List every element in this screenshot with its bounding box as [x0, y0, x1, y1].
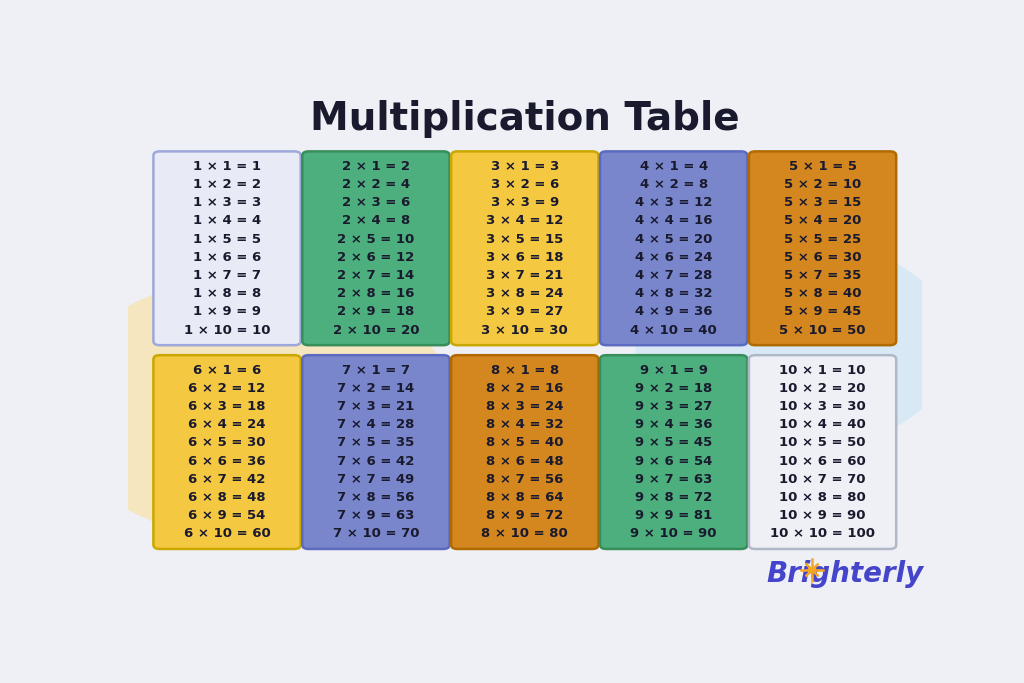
- FancyBboxPatch shape: [749, 355, 896, 549]
- FancyBboxPatch shape: [600, 152, 748, 345]
- Text: 10 × 1 = 10
10 × 2 = 20
10 × 3 = 30
10 × 4 = 40
10 × 5 = 50
10 × 6 = 60
10 × 7 =: 10 × 1 = 10 10 × 2 = 20 10 × 3 = 30 10 ×…: [770, 363, 876, 540]
- Text: 6 × 1 = 6
6 × 2 = 12
6 × 3 = 18
6 × 4 = 24
6 × 5 = 30
6 × 6 = 36
6 × 7 = 42
6 × : 6 × 1 = 6 6 × 2 = 12 6 × 3 = 18 6 × 4 = …: [183, 363, 270, 540]
- FancyBboxPatch shape: [452, 355, 598, 549]
- Text: 9 × 1 = 9
9 × 2 = 18
9 × 3 = 27
9 × 4 = 36
9 × 5 = 45
9 × 6 = 54
9 × 7 = 63
9 × : 9 × 1 = 9 9 × 2 = 18 9 × 3 = 27 9 × 4 = …: [631, 363, 717, 540]
- FancyBboxPatch shape: [452, 152, 598, 345]
- Circle shape: [808, 568, 816, 572]
- Text: 4 × 1 = 4
4 × 2 = 8
4 × 3 = 12
4 × 4 = 16
4 × 5 = 20
4 × 6 = 24
4 × 7 = 28
4 × 8: 4 × 1 = 4 4 × 2 = 8 4 × 3 = 12 4 × 4 = 1…: [631, 160, 717, 337]
- FancyBboxPatch shape: [749, 152, 896, 345]
- FancyBboxPatch shape: [302, 152, 450, 345]
- Text: 3 × 1 = 3
3 × 2 = 6
3 × 3 = 9
3 × 4 = 12
3 × 5 = 15
3 × 6 = 18
3 × 7 = 21
3 × 8 : 3 × 1 = 3 3 × 2 = 6 3 × 3 = 9 3 × 4 = 12…: [481, 160, 568, 337]
- Circle shape: [636, 240, 953, 450]
- Text: 7 × 1 = 7
7 × 2 = 14
7 × 3 = 21
7 × 4 = 28
7 × 5 = 35
7 × 6 = 42
7 × 7 = 49
7 × : 7 × 1 = 7 7 × 2 = 14 7 × 3 = 21 7 × 4 = …: [333, 363, 419, 540]
- FancyBboxPatch shape: [600, 355, 748, 549]
- FancyBboxPatch shape: [302, 355, 450, 549]
- Text: 2 × 1 = 2
2 × 2 = 4
2 × 3 = 6
2 × 4 = 8
2 × 5 = 10
2 × 6 = 12
2 × 7 = 14
2 × 8 =: 2 × 1 = 2 2 × 2 = 4 2 × 3 = 6 2 × 4 = 8 …: [333, 160, 419, 337]
- Text: 5 × 1 = 5
5 × 2 = 10
5 × 3 = 15
5 × 4 = 20
5 × 5 = 25
5 × 6 = 30
5 × 7 = 35
5 × : 5 × 1 = 5 5 × 2 = 10 5 × 3 = 15 5 × 4 = …: [779, 160, 866, 337]
- Circle shape: [56, 277, 454, 540]
- FancyBboxPatch shape: [154, 152, 301, 345]
- Text: 1 × 1 = 1
1 × 2 = 2
1 × 3 = 3
1 × 4 = 4
1 × 5 = 5
1 × 6 = 6
1 × 7 = 7
1 × 8 = 8
: 1 × 1 = 1 1 × 2 = 2 1 × 3 = 3 1 × 4 = 4 …: [183, 160, 270, 337]
- Text: 8 × 1 = 8
8 × 2 = 16
8 × 3 = 24
8 × 4 = 32
8 × 5 = 40
8 × 6 = 48
8 × 7 = 56
8 × : 8 × 1 = 8 8 × 2 = 16 8 × 3 = 24 8 × 4 = …: [481, 363, 568, 540]
- Text: Multiplication Table: Multiplication Table: [310, 100, 739, 139]
- FancyBboxPatch shape: [154, 355, 301, 549]
- Text: Brighterly: Brighterly: [767, 560, 924, 588]
